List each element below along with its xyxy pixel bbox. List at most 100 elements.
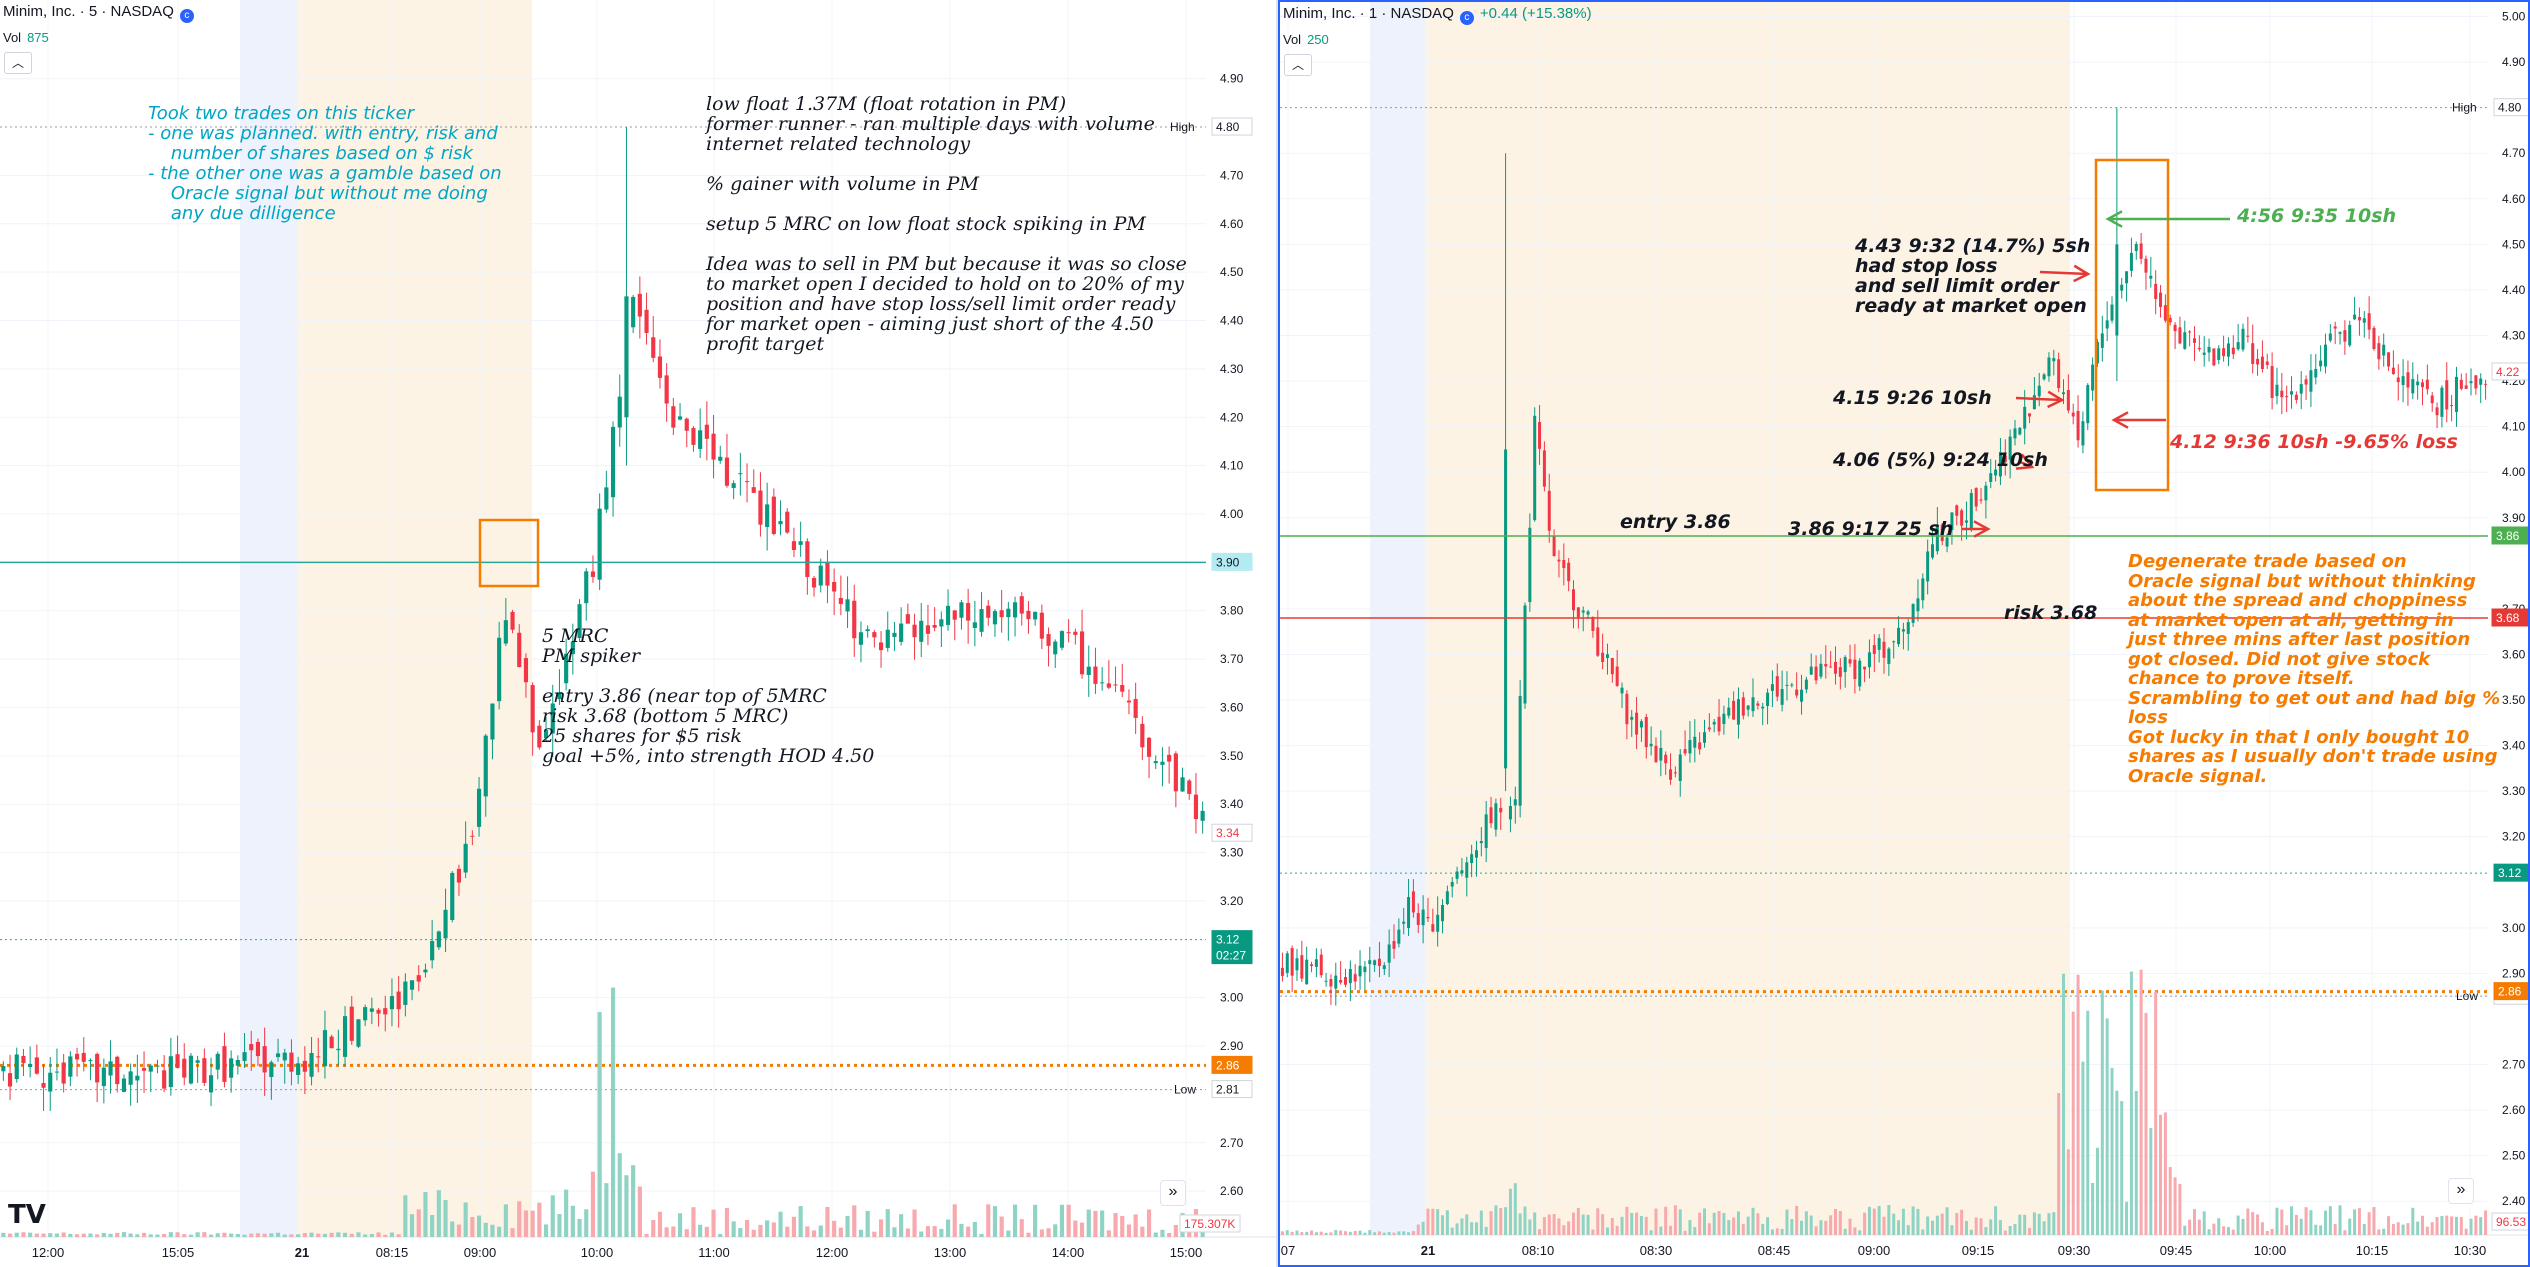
right-candle bbox=[2391, 367, 2395, 375]
left-volume-bar bbox=[925, 1226, 931, 1237]
right-candle bbox=[1649, 743, 1653, 747]
left-volume-bar bbox=[684, 1229, 689, 1237]
right-candle bbox=[2037, 385, 2041, 397]
left-volume-bar bbox=[329, 1232, 334, 1237]
left-volume-bar bbox=[182, 1234, 187, 1237]
left-candle bbox=[1167, 754, 1172, 762]
right-candle bbox=[2047, 357, 2051, 377]
left-volume-bar bbox=[135, 1234, 140, 1237]
right-volume-bar bbox=[1499, 1208, 1503, 1235]
right-volume-bar bbox=[2357, 1208, 2361, 1235]
left-volume-bar bbox=[1153, 1232, 1158, 1237]
left-volume-bar bbox=[336, 1232, 341, 1237]
left-candle bbox=[945, 605, 951, 625]
right-candle bbox=[1843, 657, 1847, 673]
panel-divider[interactable] bbox=[1276, 0, 1278, 1267]
right-volume-bar bbox=[1916, 1208, 1920, 1235]
left-candle bbox=[1153, 761, 1158, 764]
right-candle bbox=[2479, 378, 2483, 385]
left-volume-bar bbox=[959, 1223, 964, 1237]
left-candle bbox=[825, 562, 830, 586]
left-volume-bar bbox=[1140, 1226, 1145, 1237]
right-volume-bar bbox=[1547, 1214, 1551, 1235]
left-volume-bar bbox=[162, 1233, 167, 1237]
left-candle bbox=[912, 624, 917, 638]
left-volume-bar bbox=[21, 1232, 26, 1237]
right-volume-bar bbox=[2387, 1216, 2391, 1235]
right-collapse-legend-button[interactable]: ︿ bbox=[1284, 54, 1312, 76]
left-entry-box bbox=[478, 518, 540, 588]
left-volume-bar bbox=[155, 1234, 160, 1237]
left-price-tick: 4.00 bbox=[1220, 507, 1244, 521]
right-volume-bar bbox=[2110, 1067, 2114, 1235]
right-chart-panel[interactable]: 5.00 4.90 4.70 4.60 4.50 4.40 4.30 4.20 4.10 4.00… bbox=[1278, 0, 2530, 1267]
right-volume-bar bbox=[2285, 1225, 2289, 1235]
left-volume-bar bbox=[1173, 1224, 1178, 1237]
right-volume-bar bbox=[1790, 1219, 1794, 1235]
right-candle bbox=[1741, 697, 1745, 716]
left-candle bbox=[316, 1056, 321, 1058]
left-candle bbox=[115, 1056, 120, 1085]
right-candle bbox=[2256, 358, 2260, 365]
left-volume-bar bbox=[1100, 1210, 1105, 1237]
left-volume-bar bbox=[664, 1227, 669, 1237]
left-volume-bar bbox=[1046, 1228, 1051, 1237]
right-volume-bar bbox=[1416, 1224, 1420, 1235]
left-volume-bar bbox=[148, 1234, 153, 1237]
right-candle bbox=[2425, 379, 2429, 390]
right-volume-bar bbox=[1542, 1217, 1546, 1235]
left-volume-bar bbox=[48, 1233, 53, 1237]
right-candle bbox=[1470, 854, 1474, 864]
left-chart-panel[interactable]: 4.90 4.70 4.60 4.50 4.40 4.30 4.20 4.10 4.00 3.80… bbox=[0, 0, 1276, 1267]
right-volume-bar bbox=[1343, 1231, 1347, 1235]
left-candle bbox=[1113, 684, 1118, 686]
left-price-tick: 3.20 bbox=[1220, 894, 1244, 908]
right-candle bbox=[2188, 331, 2192, 333]
left-candle bbox=[798, 541, 803, 545]
left-volume-bar bbox=[1019, 1219, 1024, 1237]
left-collapse-legend-button[interactable]: ︿ bbox=[4, 52, 32, 74]
right-candle bbox=[1533, 415, 1537, 521]
right-candle bbox=[1300, 955, 1304, 979]
left-candle bbox=[356, 1019, 361, 1047]
right-volume-bar bbox=[2100, 990, 2104, 1235]
right-candle bbox=[1858, 660, 1862, 687]
right-candle bbox=[1955, 505, 1959, 516]
left-candle bbox=[282, 1052, 287, 1061]
right-candle bbox=[2299, 384, 2303, 394]
right-candle bbox=[1901, 629, 1905, 632]
left-time-tick: 12:00 bbox=[816, 1245, 849, 1260]
right-candle bbox=[1872, 645, 1876, 654]
left-candle bbox=[543, 729, 549, 739]
left-candle bbox=[845, 599, 850, 612]
right-chart-canvas[interactable]: 5.004.904.704.604.504.404.304.204.104.00… bbox=[1280, 2, 2528, 1265]
left-low-value-bg bbox=[1211, 1080, 1253, 1099]
left-volume-bar bbox=[108, 1233, 113, 1237]
right-candle bbox=[1766, 692, 1770, 706]
left-candle bbox=[1073, 631, 1078, 635]
right-volume-bar bbox=[1654, 1208, 1658, 1235]
right-volume-bar bbox=[2061, 973, 2066, 1235]
right-volume-bar bbox=[1387, 1231, 1391, 1235]
right-volume-bar bbox=[2115, 1090, 2119, 1235]
right-volume-bar bbox=[2319, 1225, 2323, 1235]
right-volume-bar bbox=[1407, 1232, 1411, 1235]
left-volume-bar bbox=[872, 1231, 877, 1237]
left-volume-bar bbox=[409, 1214, 415, 1237]
right-candle bbox=[1863, 666, 1867, 670]
right-price-tick: 2.50 bbox=[2502, 1149, 2526, 1163]
left-volume-bar bbox=[1167, 1232, 1172, 1237]
right-scroll-forward-button[interactable]: » bbox=[2448, 1178, 2474, 1204]
right-price-tick: 4.40 bbox=[2502, 283, 2526, 297]
right-candle bbox=[1732, 700, 1736, 720]
right-time-tick: 09:45 bbox=[2160, 1243, 2193, 1258]
left-volume-bar bbox=[992, 1206, 998, 1237]
left-candle bbox=[610, 426, 616, 498]
left-scroll-forward-button[interactable]: » bbox=[1160, 1180, 1186, 1206]
left-volume-bar bbox=[115, 1232, 120, 1237]
left-chart-canvas[interactable]: 4.90 4.70 4.60 4.50 4.40 4.30 4.20 4.10 4.00 3.80… bbox=[0, 0, 1276, 1267]
left-price-tick: 2.60 bbox=[1220, 1184, 1244, 1198]
left-candle bbox=[604, 487, 609, 510]
left-candle bbox=[436, 931, 441, 948]
right-volume-bar bbox=[2013, 1224, 2017, 1235]
